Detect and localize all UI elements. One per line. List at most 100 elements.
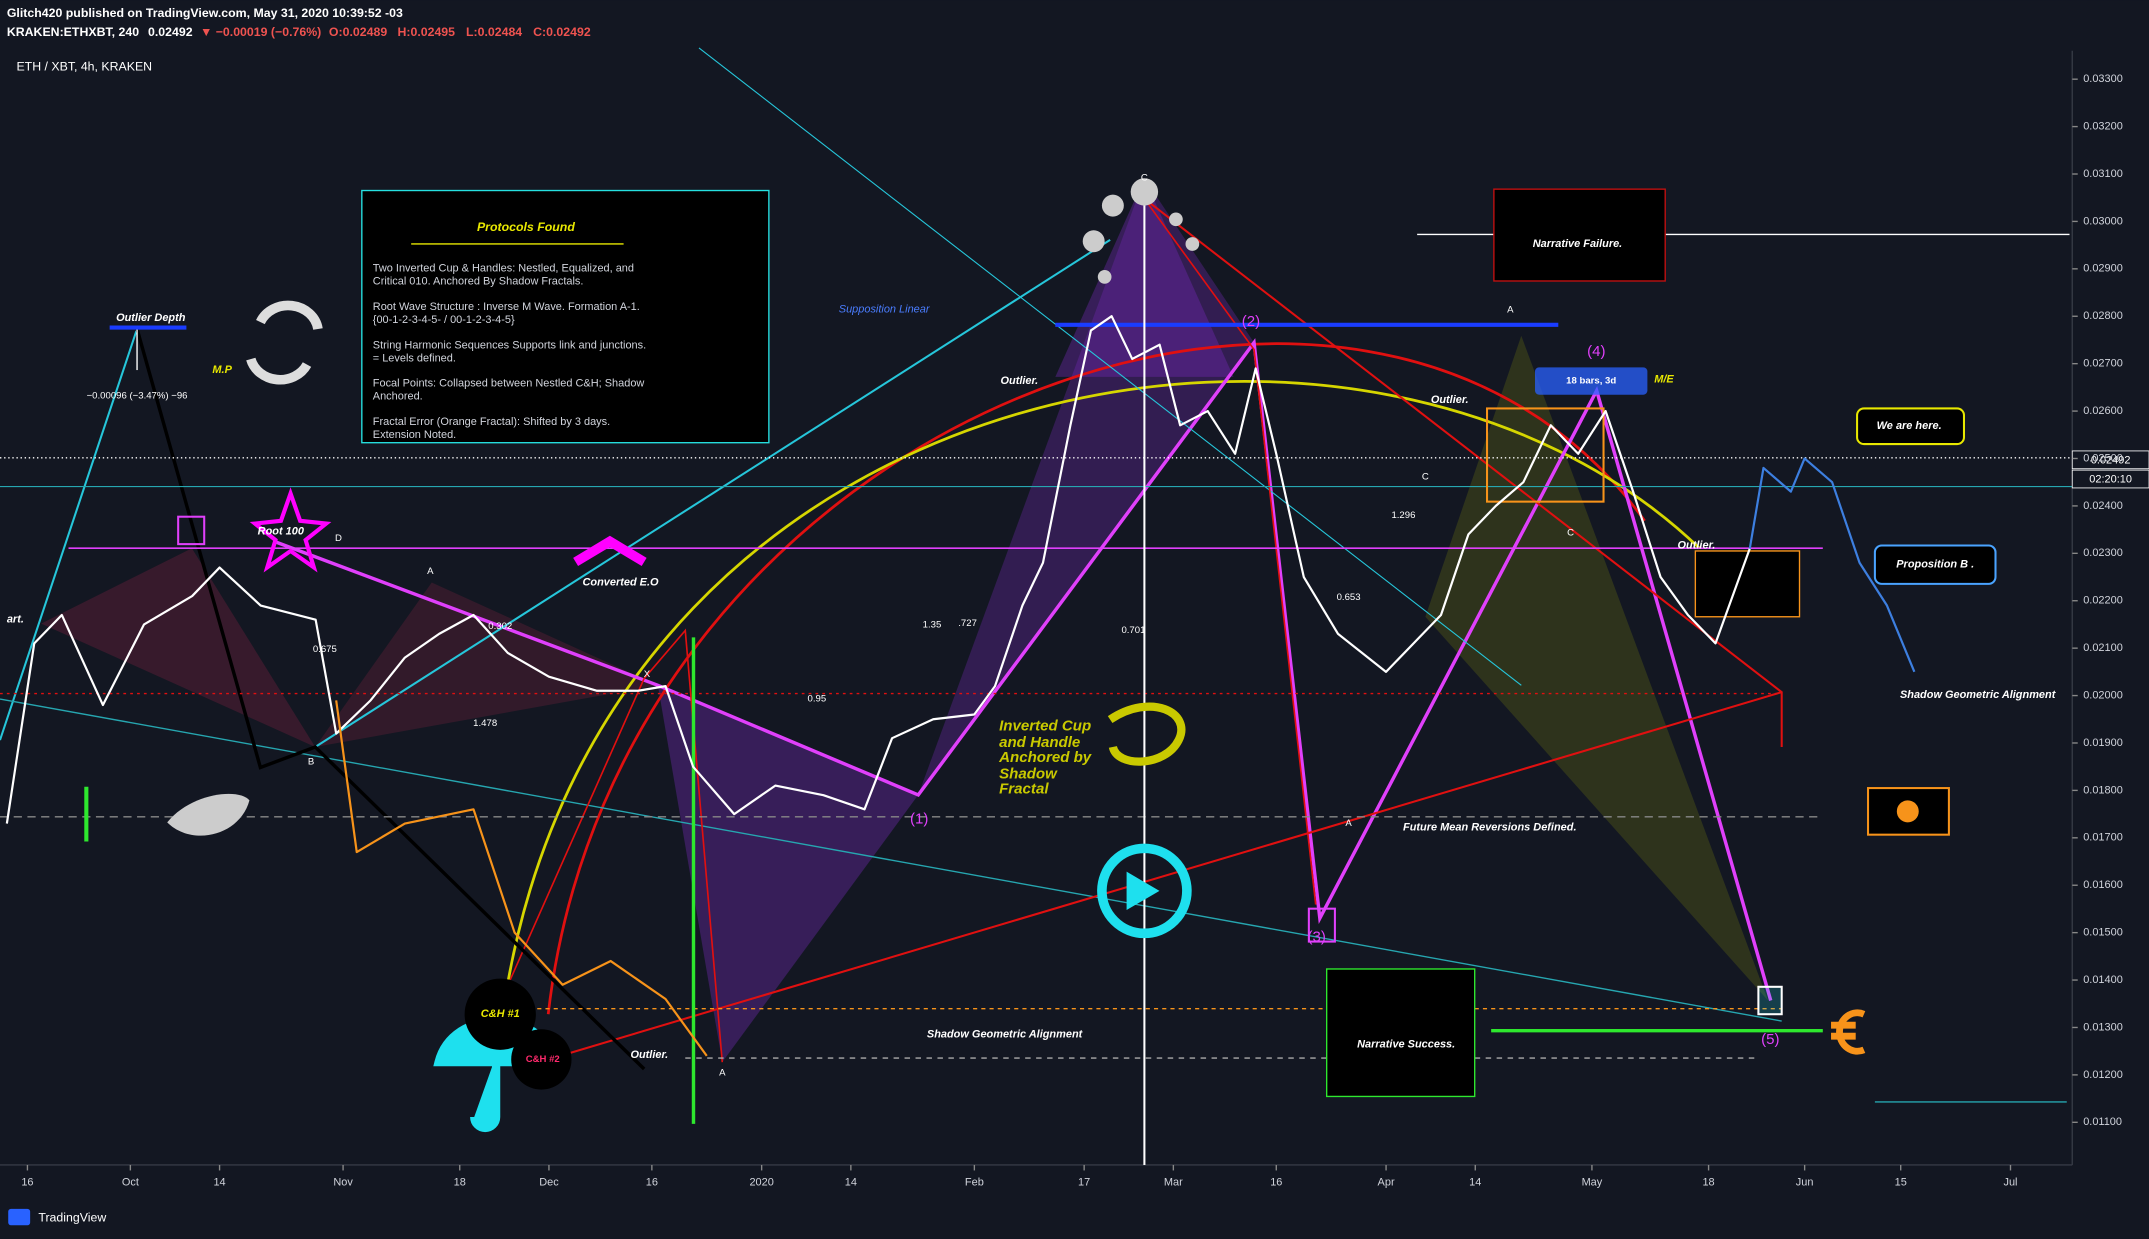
outlier-box: [1694, 550, 1801, 618]
countdown-label: 02:20:10: [2089, 474, 2132, 486]
annotation: Converted E.O: [582, 576, 659, 588]
price-line: [335, 700, 708, 1057]
annotation: (2): [1242, 313, 1260, 330]
annotation: 0.302: [488, 621, 512, 632]
bars-label-box: [1535, 367, 1648, 395]
x-tick-label: Feb: [965, 1177, 984, 1189]
y-tick-label: 0.01300: [2083, 1021, 2123, 1033]
annotation: M.P: [212, 364, 232, 376]
ch-circle: [511, 1029, 572, 1090]
annotation: 1.35: [923, 620, 942, 631]
trend-line: [1143, 198, 1317, 905]
callout-box: [1873, 544, 1997, 585]
pattern-fill: [657, 685, 919, 1063]
annotation: D: [335, 533, 342, 544]
marker-box: [177, 515, 206, 546]
annotation: B: [308, 757, 314, 768]
x-tick-label: 17: [1078, 1177, 1090, 1189]
bubble: [1097, 270, 1112, 284]
x-tick-label: Jul: [2003, 1177, 2017, 1189]
series-layer: [5, 315, 1916, 1057]
annotation: Supposition Linear: [839, 304, 931, 316]
x-tick-label: 14: [213, 1177, 225, 1189]
x-tick-label: 16: [646, 1177, 658, 1189]
annotation: Proposition B .: [1896, 559, 1974, 571]
annotation: Outlier.: [630, 1049, 668, 1061]
y-tick-label: 0.02100: [2083, 642, 2123, 654]
info-line: Fractal Error (Orange Fractal): Shifted …: [373, 416, 610, 428]
annotation: Inverted Cup: [999, 717, 1091, 734]
x-tick-label: May: [1582, 1177, 1603, 1189]
pattern-fill: [315, 582, 658, 747]
ch-circle: [464, 978, 536, 1050]
annotation: Shadow: [999, 765, 1058, 782]
info-title: Protocols Found: [477, 220, 575, 234]
annotation: 1.478: [473, 718, 497, 729]
last-price: 0.02492: [148, 25, 193, 39]
trend-line: [561, 691, 1782, 1057]
annotation: 0.701: [1121, 625, 1145, 636]
x-tick-label: 14: [1469, 1177, 1481, 1189]
annotation: Outlier.: [1431, 394, 1469, 406]
annotation: 0.653: [1337, 592, 1361, 603]
annotation: −0.00096 (−3.47%) −96: [87, 391, 188, 402]
annotation: (5): [1761, 1031, 1779, 1048]
bubble: [1185, 237, 1200, 251]
info-line: String Harmonic Sequences Supports link …: [373, 339, 646, 351]
range-box: [1486, 407, 1605, 503]
y-tick-label: 0.02000: [2083, 689, 2123, 701]
annotation: A: [1345, 818, 1352, 829]
annotation: Shadow Geometric Alignment: [1900, 689, 2057, 701]
x-tick-label: 2020: [749, 1177, 773, 1189]
annotation: 18 bars, 3d: [1566, 376, 1616, 387]
trend-line: [1143, 197, 1783, 747]
info-line: Critical 010. Anchored By Shadow Fractal…: [373, 276, 584, 288]
bubble: [1169, 212, 1183, 227]
y-tick-label: 0.02400: [2083, 500, 2123, 512]
x-tick-label: 18: [454, 1177, 466, 1189]
price-line: [5, 315, 1751, 824]
annotation: 0.95: [808, 694, 827, 705]
x-tick-label: 15: [1895, 1177, 1907, 1189]
annotation: Future Mean Reversions Defined.: [1403, 822, 1576, 834]
annotation: Fractal: [999, 780, 1049, 797]
y-tick-label: 0.01500: [2083, 927, 2123, 939]
annotation-layer: Outlier Depth M.P −0.00096 (−3.47%) −96 Roo…: [7, 173, 2057, 1079]
info-line: {00-1-2-3-4-5- / 00-1-2-3-4-5}: [373, 314, 515, 326]
trend-line: [0, 328, 139, 741]
callout-box: [1856, 407, 1966, 446]
trend-line: [698, 47, 1522, 686]
play-icon: [1097, 843, 1192, 939]
annotation: A: [427, 566, 434, 577]
info-line: Focal Points: Collapsed between Nestled …: [373, 378, 645, 390]
annotation: C: [1422, 471, 1429, 482]
change: ▼ −0.00019 (−0.76%): [200, 25, 321, 39]
price-line: [1748, 457, 1916, 673]
y-tick-label: 0.01100: [2083, 1116, 2122, 1128]
y-tick-label: 0.03000: [2083, 215, 2123, 227]
info-line: Root Wave Structure : Inverse M Wave. Fo…: [373, 301, 640, 313]
annotation: M/E: [1654, 374, 1674, 386]
pane-title: ETH / XBT, 4h, KRAKEN: [16, 59, 152, 73]
marker-box: [1757, 985, 1783, 1016]
trend-line: [314, 238, 1111, 748]
bubble: [1101, 194, 1124, 217]
x-tick-label: Dec: [539, 1177, 559, 1189]
price-label: 0.02492: [2091, 454, 2131, 466]
publisher: Glitch420 published on TradingView.com, …: [7, 6, 403, 20]
annotation: A: [719, 1068, 726, 1079]
leaf-icon: [167, 793, 250, 836]
y-tick-label: 0.01400: [2083, 974, 2123, 986]
bubble: [1082, 230, 1105, 253]
y-tick-label: 0.01800: [2083, 784, 2123, 796]
annotation: A: [1507, 304, 1514, 315]
x-tick-label: 14: [845, 1177, 857, 1189]
y-tick-label: 0.01600: [2083, 879, 2123, 891]
x-tick-label: Jun: [1796, 1177, 1814, 1189]
y-tick-label: 0.01200: [2083, 1069, 2123, 1081]
y-tick-label: 0.02800: [2083, 310, 2123, 322]
countdown-flag: [2071, 469, 2149, 489]
annotation: (1): [910, 811, 928, 828]
annotation: X: [644, 669, 651, 680]
